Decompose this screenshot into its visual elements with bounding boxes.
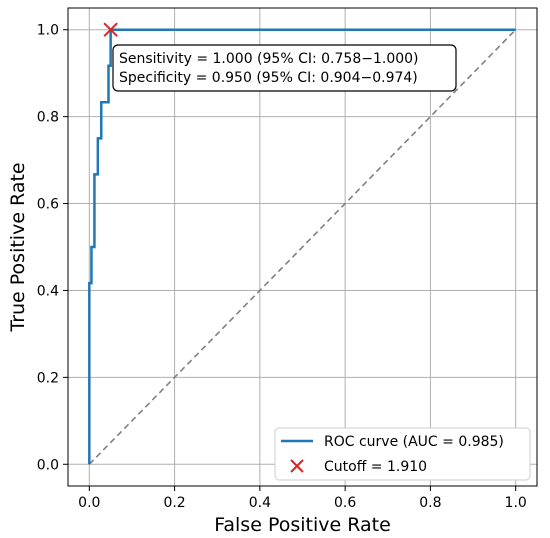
reference-line bbox=[88, 29, 517, 465]
specificity-text: Specificity = 0.950 (95% CI: 0.904−0.974… bbox=[119, 70, 418, 86]
plot-frame bbox=[67, 7, 538, 487]
legend-background bbox=[274, 427, 531, 481]
sensitivity-text: Sensitivity = 1.000 (95% CI: 0.758−1.000… bbox=[119, 51, 419, 67]
cutoff-point-marker bbox=[103, 22, 118, 37]
legend: ROC curve (AUC = 0.985) Cutoff = 1.910 bbox=[274, 427, 531, 481]
y-tick-label: 0.2 bbox=[37, 370, 59, 386]
legend-cutoff-x bbox=[290, 459, 304, 473]
y-tick-label: 0.6 bbox=[37, 197, 59, 213]
reference-diagonal bbox=[88, 29, 517, 465]
y-tick-label: 1.0 bbox=[37, 23, 59, 39]
roc-curve-line bbox=[88, 28, 516, 465]
cutoff-marker-layer bbox=[103, 22, 118, 37]
x-axis-label: False Positive Rate bbox=[214, 514, 391, 536]
legend-cutoff-swatch bbox=[290, 459, 304, 473]
axis-ticks: 0.0 0.2 0.4 0.6 0.8 1.0 0.0 0.2 0.4 0.6 0.8 1.0 bbox=[37, 23, 527, 511]
x-tick-label: 0.6 bbox=[334, 495, 356, 511]
legend-cutoff-label: Cutoff = 1.910 bbox=[324, 459, 427, 475]
y-tick-label: 0.4 bbox=[37, 283, 59, 299]
y-tick-label: 0.8 bbox=[37, 110, 59, 126]
series-layer bbox=[88, 28, 516, 465]
legend-roc-label: ROC curve (AUC = 0.985) bbox=[324, 434, 504, 450]
x-tick-label: 0.8 bbox=[419, 495, 441, 511]
cutoff-x-stroke bbox=[103, 22, 118, 37]
cutoff-x-stroke bbox=[290, 459, 304, 473]
x-tick-label: 0.2 bbox=[163, 495, 185, 511]
x-tick-label: 0.4 bbox=[249, 495, 271, 511]
y-axis-label: True Positive Rate bbox=[7, 162, 29, 332]
x-tick-label: 0.0 bbox=[78, 495, 100, 511]
x-tick-label: 1.0 bbox=[505, 495, 527, 511]
y-tick-label: 0.0 bbox=[37, 457, 59, 473]
annotation-background bbox=[112, 44, 457, 92]
annotation-box: Sensitivity = 1.000 (95% CI: 0.758−1.000… bbox=[112, 44, 457, 92]
